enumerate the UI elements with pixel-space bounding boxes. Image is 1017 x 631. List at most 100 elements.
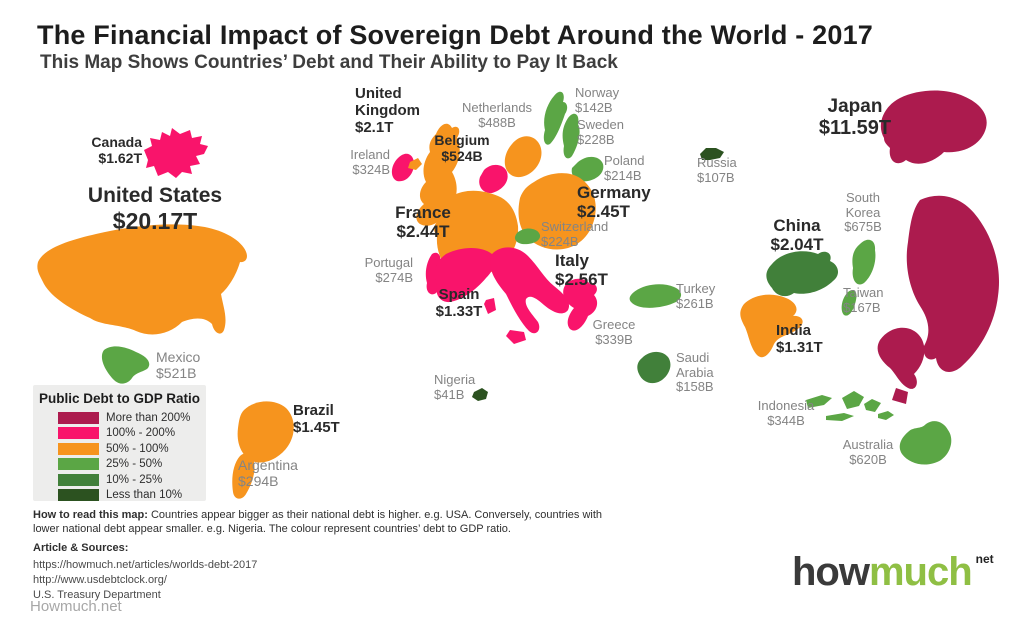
label-brazil: Brazil $1.45T — [293, 402, 340, 437]
legend-label: 50% - 100% — [106, 442, 169, 455]
label-canada: Canada $1.62T — [91, 134, 142, 167]
shape-china — [766, 251, 839, 297]
shape-belgium — [479, 164, 508, 194]
shape-sweden — [562, 113, 580, 159]
country-debt-value: $158B — [676, 379, 714, 395]
country-name-line: France — [395, 203, 451, 222]
country-name-line: Australia — [842, 437, 894, 452]
legend-item: More than 200% — [33, 410, 206, 426]
logo-much: much — [868, 550, 973, 594]
legend-swatch — [58, 427, 99, 440]
legend-item: 50% - 100% — [33, 441, 206, 457]
legend-label: Less than 10% — [106, 489, 183, 502]
source-line: http://www.usdebtclock.org/ — [33, 573, 167, 586]
country-debt-value: $228B — [577, 131, 615, 147]
shape-saudi-arabia — [637, 351, 671, 384]
label-spain: Spain $1.33T — [436, 286, 483, 321]
shape-usa — [37, 224, 247, 335]
label-turkey: Turkey $261B — [676, 281, 715, 311]
label-usa: United States $20.17T — [88, 184, 222, 234]
shape-poland — [571, 156, 604, 182]
label-sweden: Sweden $228B — [577, 117, 624, 147]
country-debt-value: $224B — [541, 233, 579, 249]
legend-swatch — [58, 473, 99, 486]
country-name-line: Kingdom — [355, 101, 420, 119]
logo-net-suffix: net — [975, 552, 994, 566]
label-italy: Italy $2.56T — [555, 251, 608, 289]
shape-indonesia — [806, 391, 894, 421]
country-name-line: Germany — [577, 183, 651, 202]
label-portugal: Portugal $274B — [364, 255, 413, 285]
country-debt-value: $344B — [767, 412, 805, 428]
country-debt-value: $324B — [352, 161, 390, 177]
shape-argentina — [232, 453, 255, 499]
label-taiwan: Taiwan $167B — [843, 285, 883, 315]
shape-spain — [434, 248, 495, 303]
label-russia: Russia $107B — [697, 155, 737, 185]
shape-netherlands — [504, 136, 542, 178]
country-name-line: Indonesia — [757, 398, 815, 413]
label-uk: United Kingdom $2.1T — [355, 85, 420, 137]
article-sources: Article & Sources: https://howmuch.net/a… — [33, 541, 257, 603]
country-debt-value: $274B — [375, 269, 413, 285]
shape-japan — [877, 90, 1000, 404]
shape-italy — [484, 247, 570, 344]
how-to-read-text: Countries appear bigger as their nationa… — [33, 509, 603, 536]
shape-canada — [144, 128, 208, 178]
label-norway: Norway $142B — [575, 85, 619, 115]
label-argentina: Argentina $294B — [238, 457, 298, 490]
shape-nigeria — [472, 388, 488, 401]
country-name-line: India — [776, 322, 812, 339]
legend-items: More than 200% 100% - 200% 50% - 100% 25% -… — [33, 410, 206, 503]
legend-title: Public Debt to GDP Ratio — [38, 391, 200, 406]
country-name-line: Arabia — [676, 364, 714, 380]
sources-heading: Article & Sources: — [33, 542, 129, 554]
shape-brazil — [237, 401, 294, 463]
shape-greece — [563, 278, 598, 331]
shape-australia — [899, 421, 952, 465]
shape-germany — [518, 173, 596, 250]
label-greece: Greece $339B — [592, 317, 636, 347]
country-name-line: Nigeria — [434, 372, 476, 387]
legend-swatch — [58, 489, 99, 502]
country-name-line: Ireland — [350, 147, 390, 162]
country-name-line: Argentina — [238, 457, 298, 473]
country-debt-value: $142B — [575, 99, 613, 115]
country-name-line: Korea — [845, 204, 881, 220]
country-name-line: Belgium — [434, 132, 490, 148]
country-debt-value: $339B — [595, 331, 633, 347]
country-name-line: Switzerland — [541, 219, 609, 234]
logo-how: how — [792, 550, 870, 594]
country-debt-value: $1.62T — [98, 149, 142, 166]
country-name-line: Brazil — [293, 402, 334, 419]
country-debt-value: $524B — [441, 147, 483, 164]
country-name-line: Greece — [592, 317, 636, 332]
country-debt-value: $1.45T — [293, 418, 340, 436]
shape-south-korea — [852, 239, 876, 285]
page-subtitle: This Map Shows Countries’ Debt and Their… — [40, 52, 618, 73]
label-south_korea: South Korea $675B — [844, 190, 882, 235]
legend-label: 100% - 200% — [106, 427, 176, 440]
label-france: France $2.44T — [395, 203, 451, 241]
country-debt-value: $2.04T — [770, 235, 824, 255]
label-belgium: Belgium $524B — [434, 132, 490, 165]
howmuch-logo: howmuch net — [792, 550, 994, 595]
label-japan: Japan $11.59T — [819, 96, 891, 140]
country-debt-value: $2.44T — [396, 222, 450, 242]
shape-mexico — [101, 346, 150, 384]
source-line: https://howmuch.net/articles/worlds-debt… — [33, 558, 258, 571]
footer-site-name: Howmuch.net — [30, 598, 122, 615]
shape-norway — [543, 91, 568, 145]
label-poland: Poland $214B — [604, 153, 644, 183]
country-debt-value: $521B — [156, 364, 197, 381]
page-title: The Financial Impact of Sovereign Debt A… — [37, 20, 874, 50]
shape-switzerland — [514, 228, 541, 245]
legend-item: 25% - 50% — [33, 457, 206, 473]
country-debt-value: $2.45T — [577, 202, 630, 222]
country-debt-value: $675B — [844, 219, 882, 235]
legend-swatch — [58, 442, 99, 455]
shape-india — [740, 294, 803, 358]
country-name-line: Netherlands — [461, 100, 533, 115]
country-name-line: Portugal — [364, 255, 413, 270]
